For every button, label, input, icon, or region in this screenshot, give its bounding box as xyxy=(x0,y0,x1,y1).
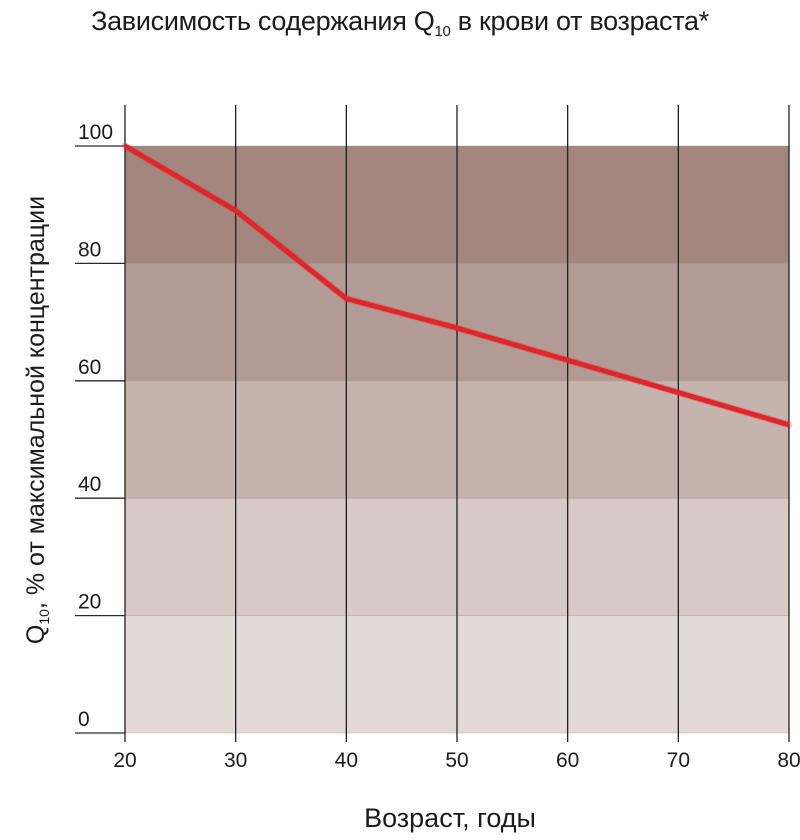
y-tick-label-40: 40 xyxy=(78,473,101,496)
x-axis-label: Возраст, годы xyxy=(364,803,536,833)
x-tick-label-80: 80 xyxy=(777,749,800,772)
x-tick-label-50: 50 xyxy=(445,749,468,772)
x-tick-label-40: 40 xyxy=(335,749,358,772)
tick-labels: 0 20 40 60 80 100 20 30 40 50 60 70 80 xyxy=(78,121,800,772)
chart-title: Зависимость содержания Q10 в крови от во… xyxy=(91,6,709,40)
y-tick-label-20: 20 xyxy=(78,591,101,614)
y-tick-label-60: 60 xyxy=(78,356,101,379)
y-tick-label-100: 100 xyxy=(78,121,113,144)
x-tick-label-30: 30 xyxy=(224,749,247,772)
y-tick-label-0: 0 xyxy=(78,708,90,731)
x-tick-label-60: 60 xyxy=(556,749,579,772)
y-tick-label-80: 80 xyxy=(78,238,101,261)
x-tick-label-20: 20 xyxy=(113,749,136,772)
series-line-0 xyxy=(123,143,790,428)
x-tick-label-70: 70 xyxy=(667,749,690,772)
series-lines xyxy=(121,142,793,429)
